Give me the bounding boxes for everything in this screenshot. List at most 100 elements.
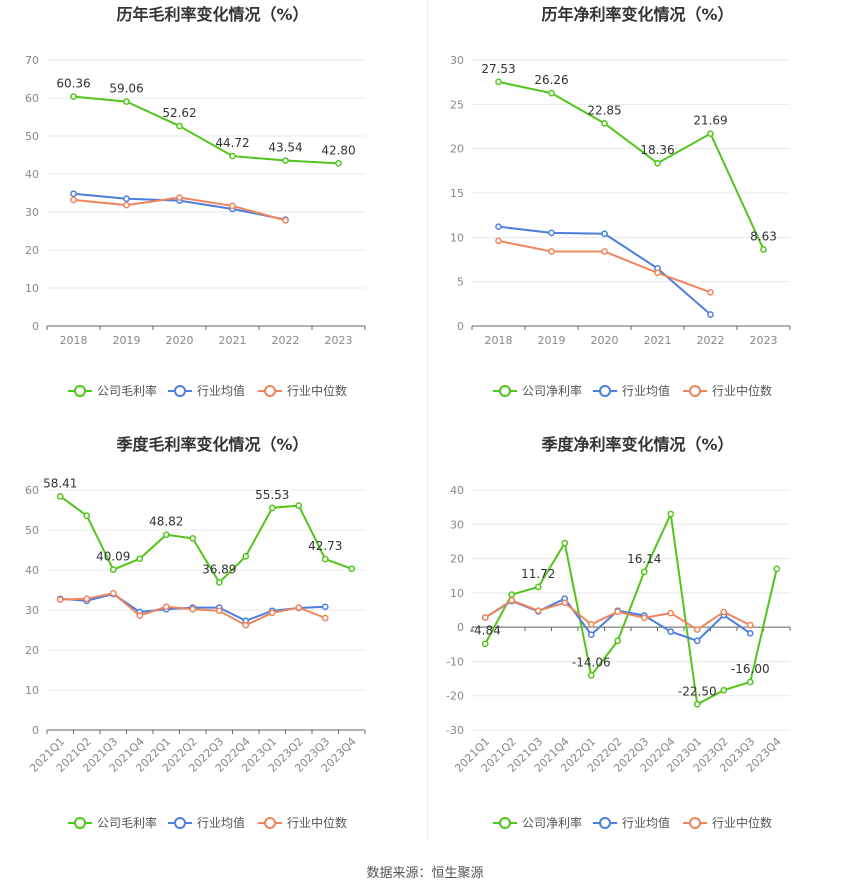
data-point[interactable] [215,579,223,586]
data-point[interactable] [229,152,236,160]
data-point[interactable] [282,217,289,224]
data-point[interactable] [640,614,648,622]
legend-swatch-marker[interactable] [689,385,701,397]
data-point[interactable] [720,686,728,694]
data-point[interactable] [70,190,77,198]
data-point[interactable] [654,269,661,277]
legend-label[interactable]: 公司净利率 [522,383,582,398]
data-point[interactable] [109,589,117,597]
legend-label[interactable]: 行业均值 [197,815,245,830]
data-point[interactable] [534,583,542,591]
data-point[interactable] [136,612,144,619]
data-point[interactable] [587,671,595,679]
data-point[interactable] [109,566,117,573]
data-point[interactable] [495,223,502,231]
data-point[interactable] [189,605,197,613]
data-point[interactable] [746,678,754,686]
data-point[interactable] [760,246,767,253]
data-point[interactable] [746,629,754,637]
data-point[interactable] [56,493,64,500]
data-point[interactable] [561,539,569,547]
data-point[interactable] [56,596,64,603]
data-point[interactable] [242,621,250,629]
legend-label[interactable]: 行业中位数 [712,815,772,830]
legend-swatch-marker[interactable] [74,385,86,397]
legend-label[interactable]: 行业均值 [622,815,670,830]
data-point[interactable] [189,535,197,542]
data-point[interactable] [693,700,701,708]
data-point[interactable] [534,607,542,615]
legend-label[interactable]: 行业均值 [197,383,245,398]
data-point[interactable] [707,288,714,296]
data-point[interactable] [242,553,250,560]
data-point[interactable] [321,614,329,622]
data-point[interactable] [601,120,608,127]
data-point[interactable] [481,640,489,648]
legend-swatch-marker[interactable] [499,817,511,829]
data-point[interactable] [176,194,183,201]
data-point[interactable] [508,597,516,604]
data-point[interactable] [640,568,648,576]
data-point[interactable] [746,621,754,629]
data-point[interactable] [667,609,675,617]
data-point[interactable] [720,608,728,616]
data-point[interactable] [123,195,130,203]
legend-label[interactable]: 行业中位数 [287,815,347,830]
legend-label[interactable]: 行业中位数 [287,383,347,398]
legend-swatch-marker[interactable] [689,817,701,829]
data-point[interactable] [215,607,223,615]
legend-swatch-marker[interactable] [264,817,276,829]
data-point[interactable] [614,637,622,645]
data-point[interactable] [667,510,675,518]
data-point[interactable] [693,626,701,633]
data-point[interactable] [268,609,276,617]
data-point[interactable] [335,160,342,167]
data-point[interactable] [561,599,569,607]
data-point[interactable] [495,237,502,245]
data-point[interactable] [481,614,489,621]
legend-swatch-marker[interactable] [599,817,611,829]
data-point[interactable] [176,122,183,130]
data-point[interactable] [321,603,329,611]
legend-label[interactable]: 公司毛利率 [97,383,157,398]
data-point[interactable] [654,159,661,167]
legend-swatch-marker[interactable] [174,385,186,397]
data-point[interactable] [587,621,595,628]
data-point[interactable] [707,130,714,138]
data-point[interactable] [548,248,555,255]
data-point[interactable] [667,628,675,635]
data-point[interactable] [548,229,555,237]
data-point[interactable] [348,565,356,573]
legend-label[interactable]: 公司净利率 [522,815,582,830]
data-point[interactable] [548,89,555,97]
legend-swatch-marker[interactable] [174,817,186,829]
data-point[interactable] [614,608,622,616]
data-point[interactable] [707,311,714,318]
data-point[interactable] [601,248,608,255]
data-point[interactable] [70,196,77,204]
data-point[interactable] [321,555,329,563]
data-point[interactable] [123,201,130,209]
legend-label[interactable]: 行业中位数 [712,383,772,398]
data-point[interactable] [83,512,91,519]
data-point[interactable] [773,565,781,573]
data-point[interactable] [268,504,276,512]
data-point[interactable] [282,157,289,164]
data-point[interactable] [295,604,303,611]
data-point[interactable] [162,531,170,539]
data-point[interactable] [162,603,170,611]
legend-label[interactable]: 行业均值 [622,383,670,398]
data-point[interactable] [508,591,516,598]
data-point[interactable] [295,502,303,509]
data-point[interactable] [70,93,77,100]
data-point[interactable] [587,631,595,639]
data-point[interactable] [136,555,144,563]
data-point[interactable] [495,78,502,86]
data-point[interactable] [83,595,91,603]
legend-swatch-marker[interactable] [264,385,276,397]
data-point[interactable] [601,230,608,238]
data-point[interactable] [123,98,130,105]
legend-swatch-marker[interactable] [599,385,611,397]
data-point[interactable] [229,202,236,210]
data-point[interactable] [693,637,701,645]
